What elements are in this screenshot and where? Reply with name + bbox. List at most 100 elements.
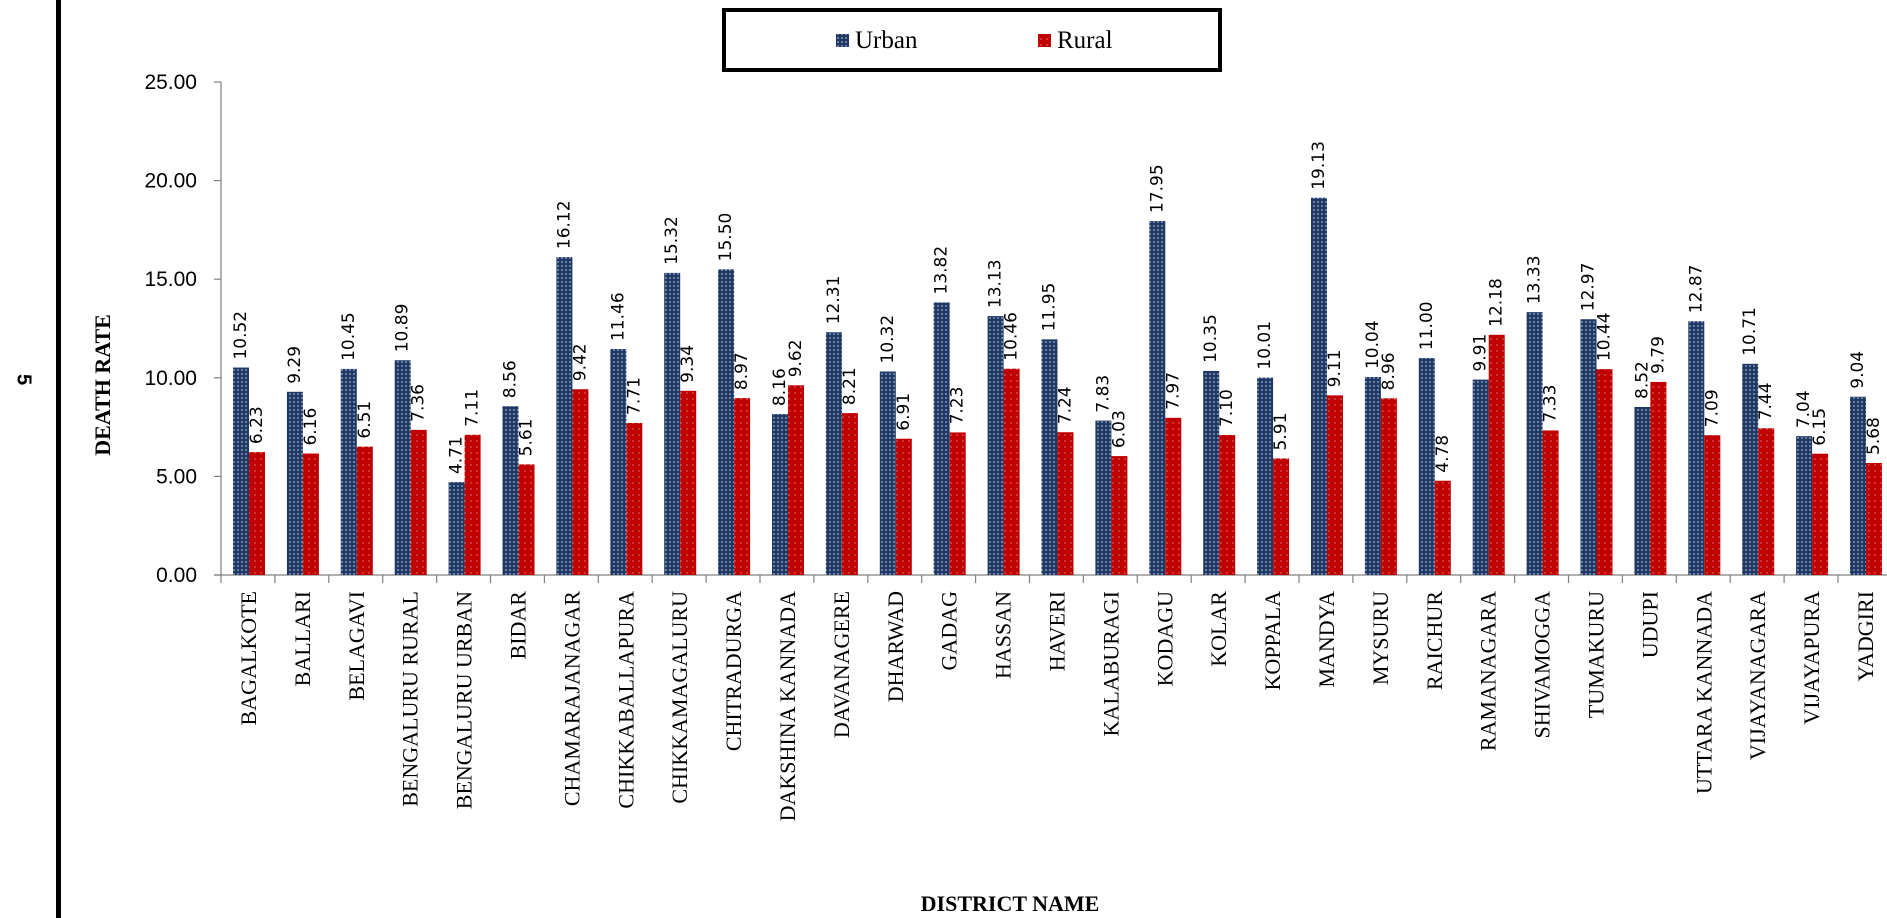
data-label-rural: 9.62 [786,339,806,377]
bar-rural [734,398,751,575]
x-tick-label: UTTARA KANNADA [1691,591,1716,794]
bar-urban [1418,358,1435,575]
bar-series [233,197,1882,575]
x-tick-label: BALLARI [290,591,315,686]
x-tick-label: BIDAR [505,591,530,660]
bar-urban [1149,221,1166,575]
bar-urban [987,316,1004,575]
data-label-urban: 9.04 [1848,351,1868,389]
y-tick-label: 25.00 [144,71,197,94]
data-label-urban: 15.50 [716,213,736,262]
x-tick-label: YADGIRI [1853,591,1878,681]
x-tick-label: HAVERI [1044,591,1069,671]
bar-urban [1472,379,1489,575]
x-tick-label: DHARWAD [883,591,908,702]
data-label-urban: 10.32 [878,315,898,364]
bar-urban [772,414,788,575]
data-labels: 10.52 6.23 9.29 6.16 10.45 6.51 10.89 7.36 4.71 7… [231,141,1884,474]
bar-urban [1634,406,1651,575]
data-label-rural: 6.03 [1109,410,1129,448]
y-tick-label: 0.00 [156,564,197,587]
data-label-urban: 11.46 [608,292,628,341]
y-tick-label: 15.00 [144,268,197,291]
x-tick-label: DAKSHINA KANNADA [775,591,800,822]
bar-urban [1041,339,1058,575]
bar-rural [356,446,373,575]
data-label-rural: 7.36 [409,384,429,422]
data-label-urban: 7.04 [1794,390,1814,428]
data-label-rural: 9.42 [570,343,590,381]
x-tick-label: BAGALKOTE [236,591,261,725]
bar-urban [448,482,465,575]
data-label-urban: 10.71 [1740,307,1760,356]
data-label-urban: 10.89 [393,304,413,353]
bar-urban [1742,363,1759,575]
data-label-rural: 6.16 [301,408,321,446]
x-tick-label: HASSAN [991,591,1016,679]
bar-rural [1596,369,1613,575]
x-tick-label: BENGALURU RURAL [398,591,423,807]
legend: Urban Rural [722,8,1222,72]
data-label-urban: 9.91 [1471,334,1491,372]
x-tick-label: CHIKKAMAGALURU [667,591,692,804]
x-tick-label: RAMANAGARA [1476,591,1501,751]
bar-urban [1526,312,1543,575]
data-label-rural: 8.21 [840,367,860,405]
legend-swatch-urban [836,34,849,47]
bar-urban [718,269,735,575]
x-tick-label: KOLAR [1206,591,1231,667]
x-tick-label: BELAGAVI [344,591,369,701]
data-label-urban: 17.95 [1147,164,1167,213]
x-tick-label: GADAG [937,591,962,671]
x-axis-tick-labels: BAGALKOTE BALLARI BELAGAVI BENGALURU RURAL B… [220,575,1878,822]
bar-rural [1057,432,1074,575]
bar-rural [249,452,265,575]
data-label-urban: 15.32 [662,216,682,265]
legend-box [722,8,1222,72]
bar-rural [410,429,427,575]
bar-rural [464,434,481,575]
data-label-urban: 10.04 [1363,320,1383,369]
data-label-urban: 19.13 [1309,141,1329,190]
bar-rural [1434,480,1451,575]
bar-urban [1311,197,1327,575]
bar-rural [572,389,589,575]
bar-rural [1758,428,1775,575]
bar-urban [879,371,896,575]
data-label-urban: 16.12 [554,200,574,249]
data-label-rural: 7.33 [1541,385,1561,423]
bar-urban [1095,420,1112,575]
x-tick-label: CHAMARAJANAGAR [559,591,584,806]
data-label-rural: 7.10 [1217,389,1237,427]
data-label-rural: 10.46 [1002,312,1022,361]
bar-urban [664,272,681,575]
data-label-urban: 8.56 [501,360,521,398]
data-label-urban: 12.31 [824,276,844,325]
x-tick-label: VIJAYAPURA [1799,591,1824,725]
data-label-urban: 4.71 [447,436,467,474]
data-label-urban: 8.16 [770,368,790,406]
data-label-rural: 8.97 [732,352,752,390]
x-tick-label: KODAGU [1152,591,1177,686]
data-label-rural: 6.51 [355,401,375,439]
data-label-rural: 7.97 [1163,372,1183,410]
bar-urban [233,367,249,575]
y-axis-title: DEATH RATE [90,314,115,456]
legend-swatch-rural [1038,34,1051,47]
bar-urban [502,406,519,575]
data-label-rural: 7.71 [624,377,644,415]
data-label-rural: 6.91 [894,393,914,431]
data-label-rural: 7.11 [463,389,483,427]
x-tick-label: KALABURAGI [1098,591,1123,736]
data-label-rural: 7.23 [948,387,968,425]
bar-rural [788,385,804,575]
bar-urban [1850,396,1866,575]
x-tick-label: DAVANAGERE [829,591,854,738]
x-tick-label: CHITRADURGA [721,591,746,751]
bar-urban [340,368,357,575]
bar-rural [1542,430,1559,575]
data-label-urban: 9.29 [285,346,305,384]
data-label-urban: 12.87 [1686,265,1706,314]
data-label-rural: 6.15 [1810,408,1830,446]
data-label-urban: 11.00 [1417,301,1437,350]
